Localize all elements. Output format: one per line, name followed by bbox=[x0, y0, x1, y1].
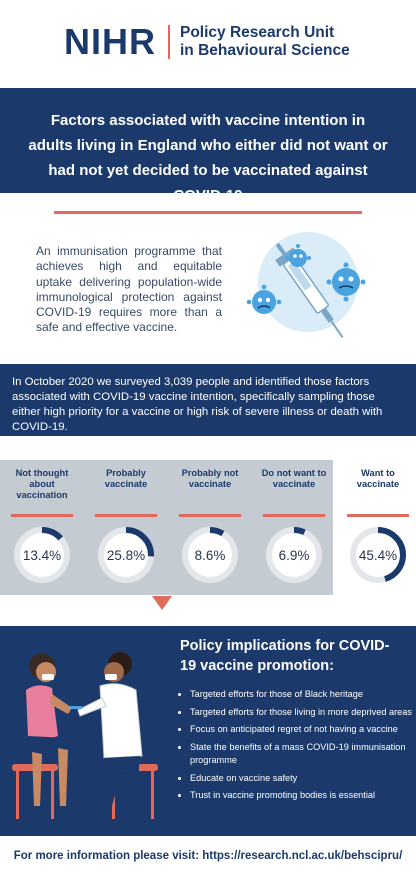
stat-card: Probably not vaccinate 8.6% bbox=[172, 468, 248, 587]
logo-divider bbox=[168, 25, 170, 59]
survey-band: In October 2020 we surveyed 3,039 people… bbox=[0, 364, 416, 436]
stat-label: Do not want to vaccinate bbox=[261, 468, 327, 489]
policy-title: Policy implications for COVID-19 vaccine… bbox=[180, 638, 390, 674]
stat-value: 45.4% bbox=[359, 548, 397, 563]
list-item: Educate on vaccine safety bbox=[190, 772, 416, 785]
stat-value: 25.8% bbox=[107, 548, 145, 563]
divider-rule bbox=[54, 211, 362, 214]
donut-fill bbox=[14, 526, 70, 583]
stat-label: Want to vaccinate bbox=[356, 468, 400, 489]
donut-chart: 8.6% bbox=[182, 526, 238, 583]
donut-chart: 6.9% bbox=[266, 526, 322, 583]
vaccination-illustration-icon bbox=[12, 652, 158, 819]
title-band: Factors associated with vaccine intentio… bbox=[0, 88, 416, 204]
policy-list: Targeted efforts for those of Black heri… bbox=[176, 688, 416, 807]
intro-text: An immunisation programme that achieves … bbox=[36, 244, 222, 335]
stat-rule bbox=[11, 514, 73, 517]
stat-rule bbox=[263, 514, 325, 517]
stat-label: Probably vaccinate bbox=[104, 468, 148, 489]
logo-unit-name: Policy Research Unit in Behavioural Scie… bbox=[180, 24, 350, 60]
unit-line-2: in Behavioural Science bbox=[180, 42, 350, 59]
policy-band bbox=[0, 626, 416, 836]
stat-value: 6.9% bbox=[279, 548, 310, 563]
donut-chart: 45.4% bbox=[350, 526, 406, 583]
page-title: Factors associated with vaccine intentio… bbox=[28, 112, 388, 204]
stat-rule bbox=[179, 514, 241, 517]
stat-label: Probably not vaccinate bbox=[181, 468, 239, 489]
virus-syringe-icon bbox=[246, 232, 366, 338]
donut-chart: 13.4% bbox=[14, 526, 70, 583]
donut-fill bbox=[182, 526, 238, 583]
unit-line-1: Policy Research Unit bbox=[180, 24, 335, 41]
stat-rule bbox=[347, 514, 409, 517]
stat-label: Not thought about vaccination bbox=[15, 468, 69, 500]
down-arrow-icon bbox=[152, 596, 172, 610]
list-item: State the benefits of a mass COVID-19 im… bbox=[190, 741, 416, 766]
stat-card: Not thought about vaccination 13.4% bbox=[4, 468, 80, 587]
donut-chart: 25.8% bbox=[98, 526, 154, 583]
stat-value: 8.6% bbox=[195, 548, 226, 563]
nihr-logo: NIHR Policy Research Unit in Behavioural… bbox=[64, 21, 350, 62]
footer-link-text: For more information please visit: https… bbox=[13, 850, 403, 862]
list-item: Trust in vaccine promoting bodies is ess… bbox=[190, 789, 416, 802]
list-item: Targeted efforts for those of Black heri… bbox=[190, 688, 416, 701]
survey-text: In October 2020 we surveyed 3,039 people… bbox=[12, 376, 383, 433]
donut-fill bbox=[98, 526, 154, 583]
list-item: Focus on anticipated regret of not havin… bbox=[190, 723, 416, 736]
virus-icon bbox=[326, 262, 366, 302]
list-item: Targeted efforts for those living in mor… bbox=[190, 706, 416, 719]
stat-rule bbox=[95, 514, 157, 517]
stat-value: 13.4% bbox=[23, 548, 61, 563]
stat-card: Want to vaccinate 45.4% bbox=[340, 468, 416, 587]
donut-fill bbox=[350, 526, 406, 583]
logo-word: NIHR bbox=[64, 21, 156, 62]
stat-card: Do not want to vaccinate 6.9% bbox=[256, 468, 332, 587]
stat-card: Probably vaccinate 25.8% bbox=[88, 468, 164, 587]
donut-fill bbox=[266, 526, 322, 583]
